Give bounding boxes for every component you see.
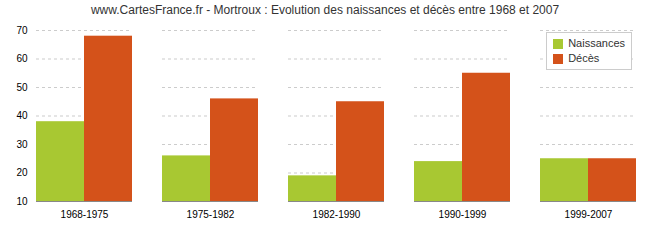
svg-text:30: 30 <box>16 139 28 150</box>
svg-text:1968-1975: 1968-1975 <box>61 209 109 220</box>
svg-text:20: 20 <box>16 167 28 178</box>
svg-text:1990-1999: 1990-1999 <box>439 209 487 220</box>
svg-text:1999-2007: 1999-2007 <box>565 209 613 220</box>
svg-text:10: 10 <box>16 196 28 207</box>
svg-text:1975-1982: 1975-1982 <box>187 209 235 220</box>
html-text:Naissances: Naissances <box>568 37 625 49</box>
svg-text:60: 60 <box>16 53 28 64</box>
html-text:Décès: Décès <box>568 52 600 64</box>
svg-text:70: 70 <box>16 25 28 36</box>
svg-text:50: 50 <box>16 82 28 93</box>
svg-text:40: 40 <box>16 110 28 121</box>
html-text:www.CartesFrance.fr - Mortroux: www.CartesFrance.fr - Mortroux : Evoluti… <box>90 3 560 17</box>
svg-text:1982-1990: 1982-1990 <box>313 209 361 220</box>
